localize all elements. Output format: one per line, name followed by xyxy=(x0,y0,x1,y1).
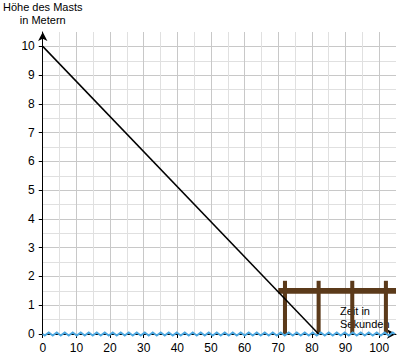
svg-text:in Metern: in Metern xyxy=(20,14,66,26)
svg-text:30: 30 xyxy=(137,341,151,355)
svg-text:0: 0 xyxy=(39,341,46,355)
svg-text:1: 1 xyxy=(28,298,35,312)
svg-text:5: 5 xyxy=(28,183,35,197)
svg-text:80: 80 xyxy=(305,341,319,355)
svg-text:6: 6 xyxy=(28,154,35,168)
svg-text:100: 100 xyxy=(369,341,389,355)
svg-text:Zeit in: Zeit in xyxy=(340,305,370,317)
svg-text:70: 70 xyxy=(272,341,286,355)
svg-text:40: 40 xyxy=(171,341,185,355)
svg-text:2: 2 xyxy=(28,269,35,283)
svg-text:8: 8 xyxy=(28,97,35,111)
svg-text:4: 4 xyxy=(28,212,35,226)
svg-text:60: 60 xyxy=(238,341,252,355)
svg-text:20: 20 xyxy=(103,341,117,355)
svg-text:9: 9 xyxy=(28,68,35,82)
svg-text:Höhe des Masts: Höhe des Masts xyxy=(3,1,83,13)
svg-text:50: 50 xyxy=(204,341,218,355)
svg-text:7: 7 xyxy=(28,126,35,140)
svg-text:0: 0 xyxy=(28,327,35,341)
svg-text:Sekunden: Sekunden xyxy=(340,318,390,330)
svg-text:90: 90 xyxy=(339,341,353,355)
svg-text:3: 3 xyxy=(28,241,35,255)
svg-text:10: 10 xyxy=(21,39,35,53)
svg-text:10: 10 xyxy=(70,341,84,355)
